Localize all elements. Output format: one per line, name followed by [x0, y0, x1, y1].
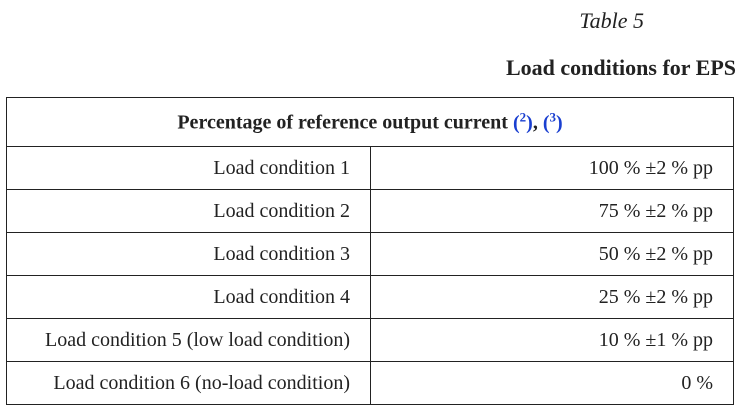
footnote-link-3[interactable]: (3) — [542, 109, 563, 134]
header-text: Percentage of reference output current — [177, 111, 508, 134]
condition-cell: Load condition 2 — [6, 189, 371, 233]
table-number: Table 5 — [579, 8, 644, 33]
value-cell: 0 % — [370, 361, 734, 405]
header-separator: , — [532, 111, 543, 134]
condition-cell: Load condition 4 — [6, 275, 371, 319]
condition-cell: Load condition 3 — [6, 232, 371, 276]
condition-cell: Load condition 6 (no-load condition) — [6, 361, 371, 405]
value-cell: 10 % ±1 % pp — [370, 318, 734, 362]
value-cell: 50 % ±2 % pp — [370, 232, 734, 276]
condition-cell: Load condition 1 — [6, 146, 371, 190]
table-row: Load condition 6 (no-load condition) 0 % — [6, 361, 734, 405]
table-row: Load condition 1 100 % ±2 % pp — [6, 146, 734, 190]
table-header-row: Percentage of reference output current (… — [6, 97, 734, 147]
table-title: Load conditions for EPS — [505, 55, 736, 80]
load-conditions-table: Percentage of reference output current (… — [6, 97, 734, 405]
condition-cell: Load condition 5 (low load condition) — [6, 318, 371, 362]
table-header-cell: Percentage of reference output current (… — [6, 97, 734, 147]
footnote-link-2[interactable]: (2) — [512, 109, 533, 134]
value-cell: 75 % ±2 % pp — [370, 189, 734, 233]
table-row: Load condition 5 (low load condition) 10 … — [6, 318, 734, 362]
value-cell: 25 % ±2 % pp — [370, 275, 734, 319]
table-row: Load condition 3 50 % ±2 % pp — [6, 232, 734, 276]
table-row: Load condition 2 75 % ±2 % pp — [6, 189, 734, 233]
table-row: Load condition 4 25 % ±2 % pp — [6, 275, 734, 319]
value-cell: 100 % ±2 % pp — [370, 146, 734, 190]
